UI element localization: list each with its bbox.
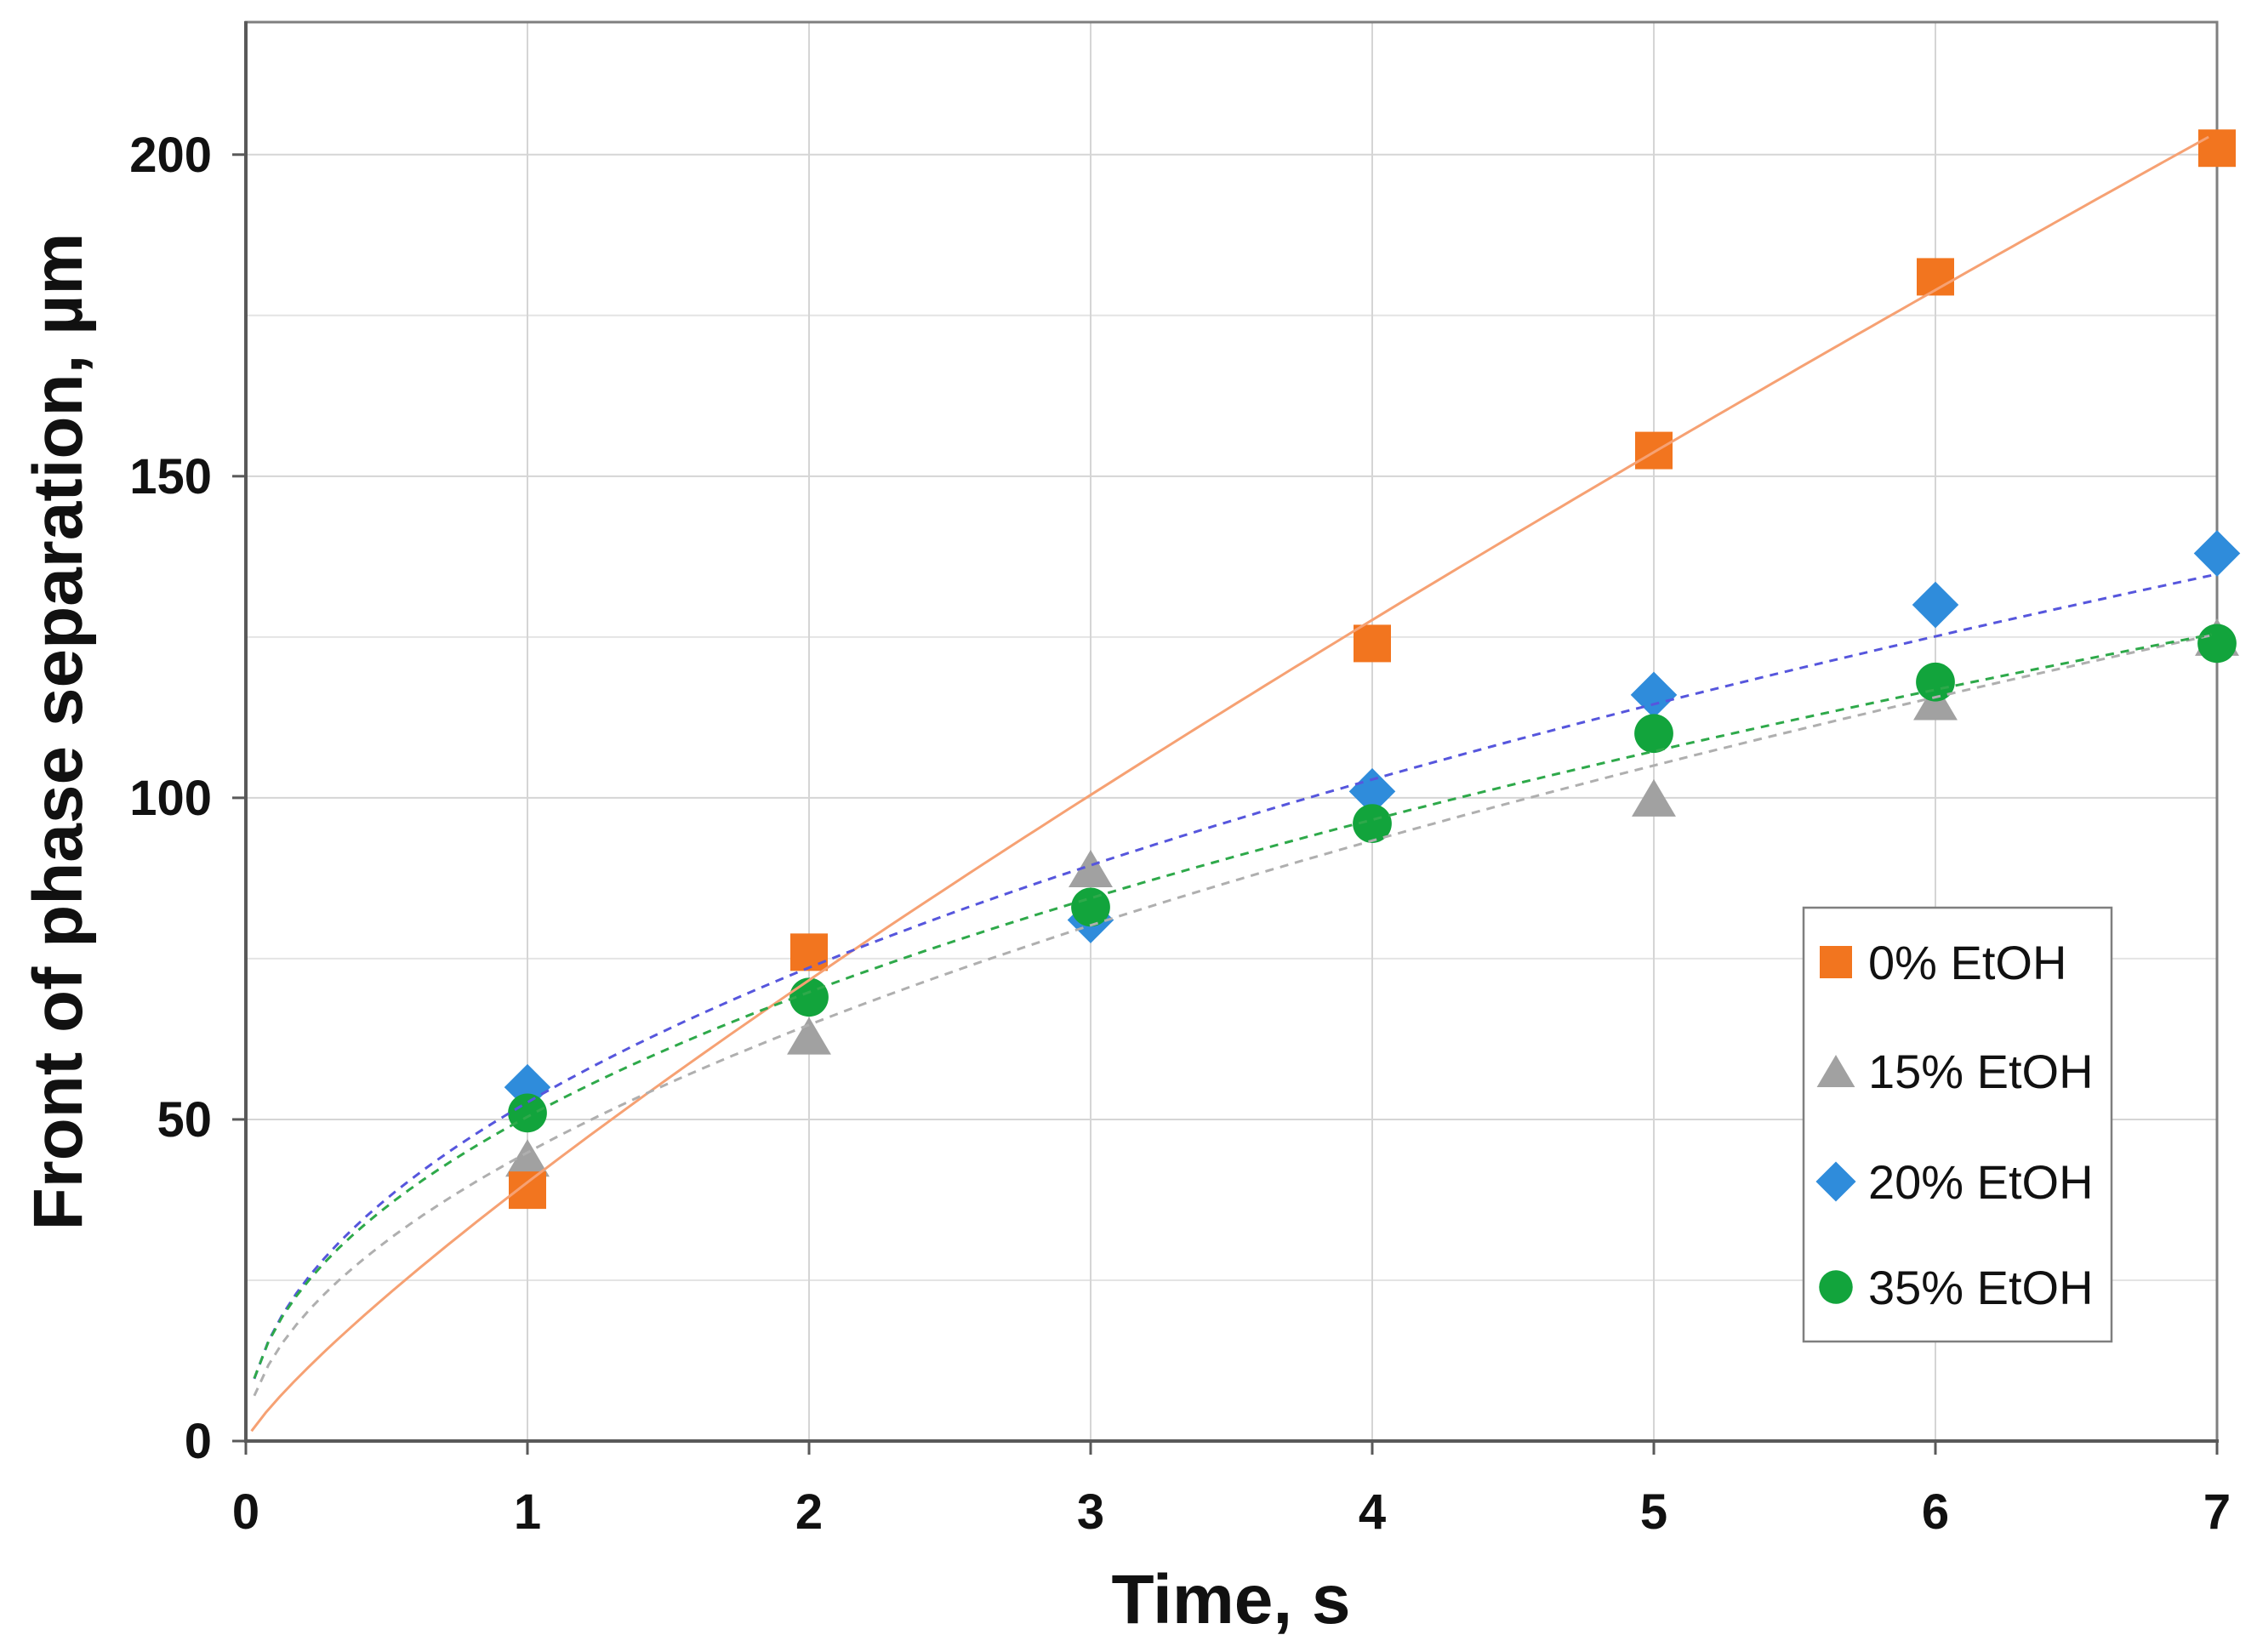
tick-labels: 0 1 2 3 4 5 6 7 0 50 100 150 200 <box>129 128 2231 1540</box>
trendline-15-etoh <box>253 634 2212 1397</box>
legend-label: 0% EtOH <box>1868 936 2066 989</box>
data-point-diamond <box>1912 581 1959 629</box>
x-tick-label: 4 <box>1359 1484 1386 1540</box>
x-tick-label: 6 <box>1922 1484 1949 1540</box>
legend-item: 15% EtOH <box>1816 1045 2094 1098</box>
data-point-circle <box>1353 804 1392 844</box>
legend-circle-icon <box>1819 1270 1853 1304</box>
data-point-triangle <box>1632 778 1676 817</box>
legend-item: 35% EtOH <box>1819 1261 2094 1314</box>
y-axis-title: Front of phase separation, µm <box>20 233 97 1231</box>
x-tick-label: 5 <box>1640 1484 1667 1540</box>
data-point-circle <box>1071 887 1110 927</box>
data-point-triangle <box>1069 850 1113 888</box>
legend-triangle-icon <box>1816 1055 1855 1087</box>
data-markers <box>504 129 2241 1210</box>
x-tick-label: 3 <box>1077 1484 1104 1540</box>
x-tick-label: 0 <box>232 1484 259 1540</box>
legend-item: 20% EtOH <box>1815 1155 2094 1209</box>
trend-curves <box>250 135 2212 1433</box>
legend-diamond-icon <box>1815 1161 1856 1202</box>
legend: 0% EtOH 15% EtOH 20% EtOH 35% EtOH <box>1802 906 2113 1343</box>
trendline-35-etoh <box>253 633 2212 1379</box>
legend-box <box>1802 906 2113 1343</box>
x-tick-label: 1 <box>514 1484 541 1540</box>
x-tick-label: 2 <box>795 1484 823 1540</box>
y-tick-label: 150 <box>129 449 212 504</box>
data-point-circle <box>2197 624 2237 664</box>
data-point-circle <box>508 1093 547 1133</box>
legend-item: 0% EtOH <box>1820 936 2066 989</box>
data-point-diamond <box>2193 530 2241 577</box>
y-tick-label: 200 <box>129 128 212 183</box>
data-point-circle <box>1916 662 1955 702</box>
x-axis-title: Time, s <box>1111 1561 1350 1638</box>
data-point-diamond <box>1348 768 1396 815</box>
legend-square-icon <box>1820 946 1852 978</box>
data-point-square <box>790 933 828 971</box>
data-point-square <box>1354 624 1391 663</box>
legend-label: 20% EtOH <box>1868 1155 2094 1209</box>
data-point-diamond <box>1630 671 1678 719</box>
legend-label: 15% EtOH <box>1868 1045 2094 1098</box>
data-point-square <box>2198 129 2236 168</box>
data-point-triangle <box>505 1139 550 1177</box>
data-point-circle <box>1634 714 1673 754</box>
y-tick-label: 50 <box>157 1092 212 1148</box>
y-tick-label: 0 <box>185 1414 212 1469</box>
x-tick-label: 7 <box>2203 1484 2231 1540</box>
y-tick-label: 100 <box>129 771 212 826</box>
data-point-square <box>1635 431 1673 470</box>
data-point-square <box>509 1171 546 1210</box>
trendline-0-etoh <box>250 135 2209 1433</box>
data-point-triangle <box>787 1017 831 1055</box>
axes <box>232 21 2219 1455</box>
legend-label: 35% EtOH <box>1868 1261 2094 1314</box>
